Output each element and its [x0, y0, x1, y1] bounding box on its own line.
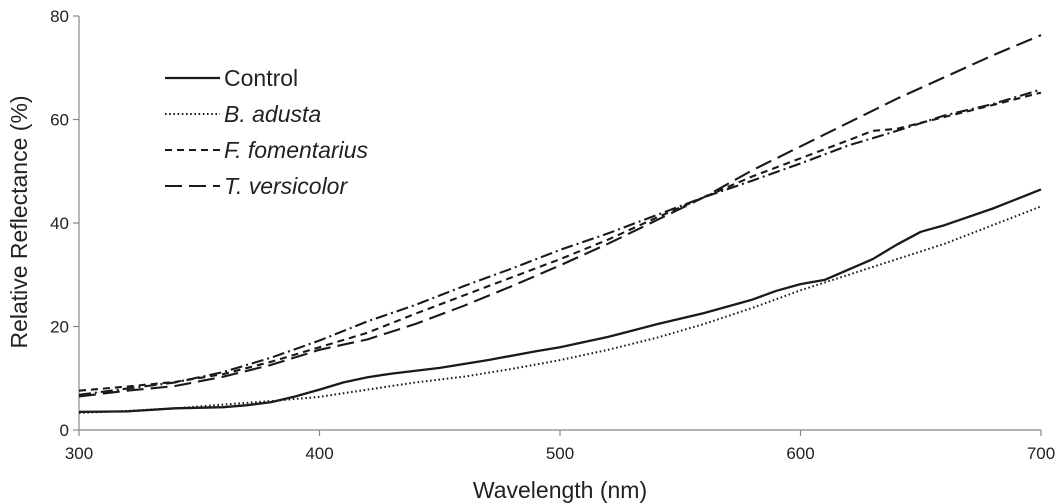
x-axis-label: Wavelength (nm): [473, 477, 647, 503]
series-line-unlabeled: [78, 88, 1042, 396]
series-lines: [78, 34, 1042, 414]
series-line-f-fomentarius: [78, 91, 1042, 392]
x-tick-label: 300: [65, 444, 93, 463]
x-tick-label: 600: [786, 444, 814, 463]
y-tick-label: 20: [50, 318, 69, 337]
y-tick-label: 40: [50, 214, 69, 233]
legend-label: F. fomentarius: [224, 137, 369, 163]
series-line-control: [78, 188, 1042, 414]
legend-label: B. adusta: [224, 101, 321, 127]
y-tick-label: 0: [60, 421, 69, 440]
y-tick-label: 60: [50, 111, 69, 130]
legend-label: Control: [224, 65, 298, 91]
y-tick-label: 80: [50, 7, 69, 26]
x-tick-label: 700: [1027, 444, 1055, 463]
y-axis-label: Relative Reflectance (%): [6, 95, 32, 348]
legend-label: T. versicolor: [224, 173, 348, 199]
series-line-b-adusta: [78, 205, 1042, 414]
x-tick-label: 500: [546, 444, 574, 463]
x-tick-label: 400: [305, 444, 333, 463]
axis-ticks: 300 400 500 600 700 0 20 40 60 80: [50, 7, 1055, 463]
legend: Control B. adusta F. fomentarius T. versico…: [165, 65, 369, 199]
